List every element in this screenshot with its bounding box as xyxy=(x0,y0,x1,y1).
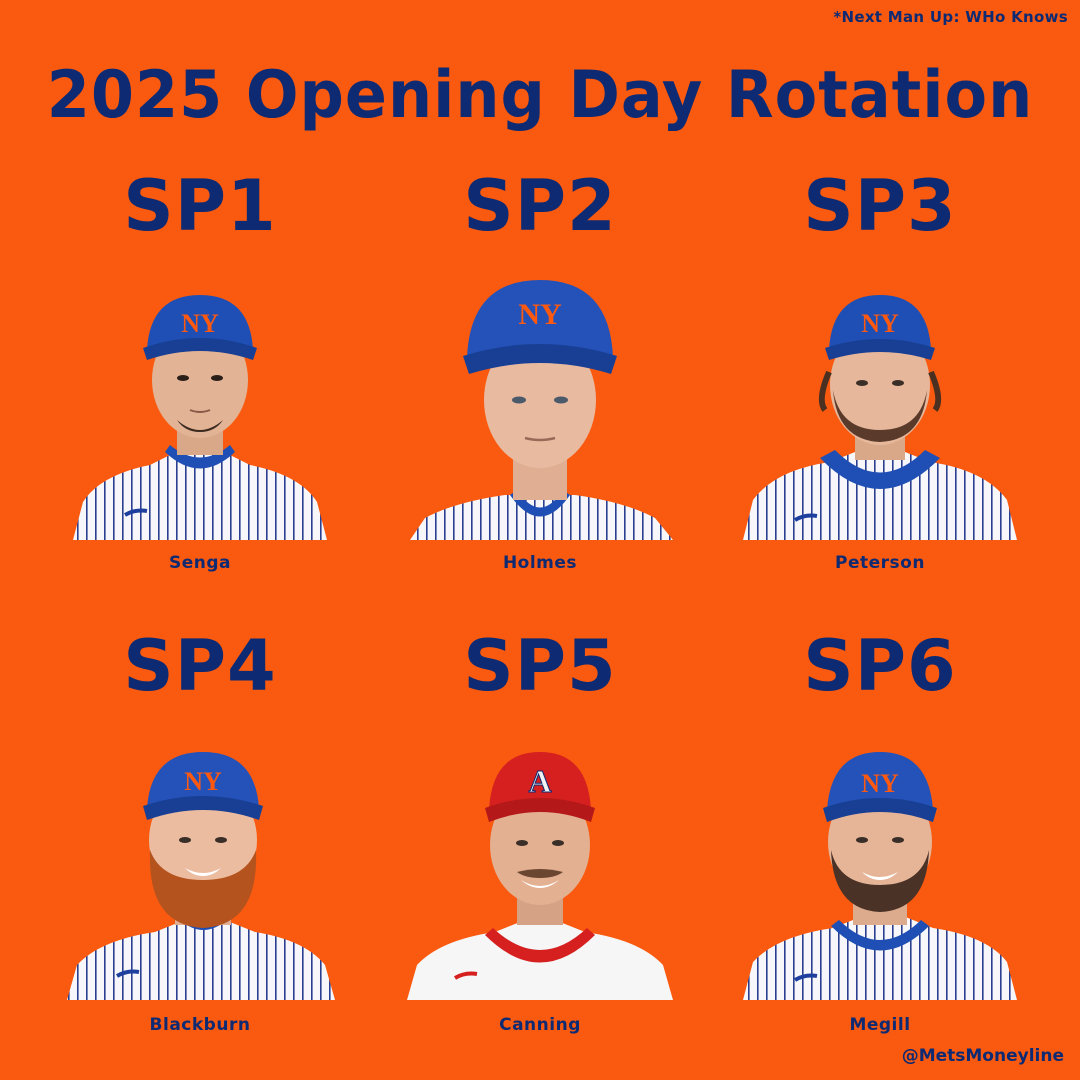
player-name: Holmes xyxy=(502,553,578,573)
angels-cap-logo-icon: A xyxy=(528,763,551,799)
rotation-slot-sp4: SP4 NY Blackburn xyxy=(55,620,345,1050)
rotation-slot-sp3: SP3 NY Peterson xyxy=(735,160,1025,590)
player-photo-peterson: NY xyxy=(743,295,1017,540)
page-title: 2025 Opening Day Rotation xyxy=(46,56,1034,133)
slot-label: SP2 xyxy=(463,165,617,247)
player-photo-megill: NY xyxy=(743,752,1017,1000)
rotation-slot-sp2: SP2 NY Holmes xyxy=(395,160,685,590)
mets-cap-logo-icon: NY xyxy=(861,769,899,798)
slot-label: SP5 xyxy=(463,625,617,707)
slot-label: SP1 xyxy=(123,165,277,247)
slot-label: SP3 xyxy=(803,165,957,247)
account-credit: @MetsMoneyline xyxy=(901,1046,1064,1066)
mets-cap-logo-icon: NY xyxy=(184,767,222,796)
player-photo-blackburn: NY xyxy=(67,752,335,1000)
mets-cap-logo-icon: NY xyxy=(518,298,562,331)
slot-label: SP6 xyxy=(803,625,957,707)
player-photo-senga: NY xyxy=(73,295,327,540)
player-photo-holmes: NY xyxy=(410,280,673,540)
player-name: Megill xyxy=(849,1015,911,1035)
player-name: Senga xyxy=(168,553,232,573)
mets-cap-logo-icon: NY xyxy=(861,309,899,338)
player-photo-canning: A xyxy=(407,752,673,1000)
player-name: Peterson xyxy=(835,553,925,573)
player-name: Blackburn xyxy=(149,1015,251,1035)
rotation-slot-sp5: SP5 A Canning xyxy=(395,620,685,1050)
rotation-slot-sp6: SP6 NY Megill xyxy=(735,620,1025,1050)
player-name: Canning xyxy=(499,1015,581,1035)
next-man-up-note: *Next Man Up: WHo Knows xyxy=(833,8,1068,26)
rotation-slot-sp1: SP1 NY Senga xyxy=(55,160,345,590)
slot-label: SP4 xyxy=(123,625,277,707)
mets-cap-logo-icon: NY xyxy=(181,309,219,338)
